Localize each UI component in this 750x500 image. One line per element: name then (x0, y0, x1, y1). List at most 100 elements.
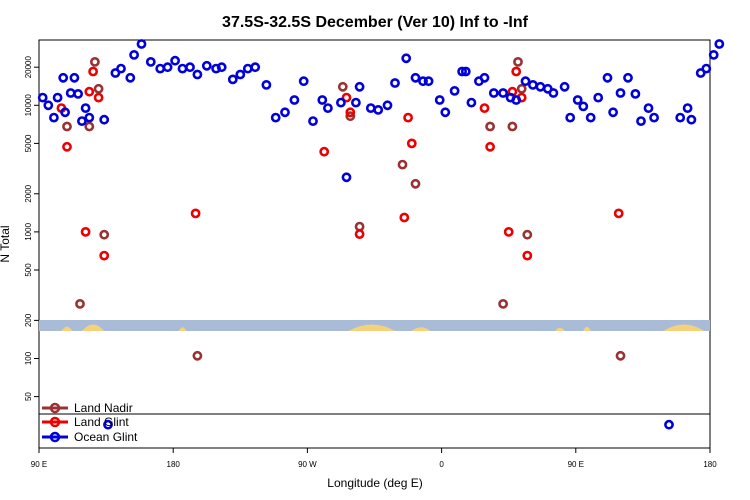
point-ocean-glint (630, 89, 641, 99)
point-ocean-glint (235, 69, 246, 80)
point-land-glint (80, 226, 91, 237)
point-land-nadir (62, 121, 72, 132)
land-patch (81, 324, 105, 331)
point-ocean-glint (615, 88, 626, 98)
point-ocean-glint (280, 107, 290, 118)
land-patch (348, 324, 396, 331)
point-ocean-glint (636, 116, 646, 126)
point-ocean-glint (559, 81, 570, 92)
point-land-glint (354, 229, 365, 239)
point-land-glint (522, 250, 533, 261)
point-ocean-glint (177, 63, 188, 74)
point-ocean-glint (682, 103, 693, 113)
point-ocean-glint (58, 72, 69, 83)
point-land-nadir (507, 121, 518, 132)
point-land-nadir (192, 350, 203, 361)
point-land-glint (341, 92, 352, 103)
y-tick-label: 5000 (24, 134, 33, 152)
point-ocean-glint (608, 107, 618, 118)
point-ocean-glint (354, 81, 365, 92)
point-ocean-glint (460, 66, 471, 77)
point-ocean-glint (535, 81, 546, 92)
point-ocean-glint (155, 63, 166, 74)
land-patch (663, 324, 705, 331)
point-ocean-glint (511, 95, 522, 105)
point-land-nadir (90, 57, 100, 67)
x-tick-label: 90 E (568, 460, 584, 469)
legend-label-land-glint: Land Glint (74, 415, 129, 429)
point-land-glint (613, 208, 624, 219)
point-land-nadir (615, 350, 626, 361)
point-ocean-glint (60, 107, 70, 118)
point-land-nadir (99, 229, 110, 240)
point-ocean-glint (418, 76, 428, 87)
data-points (37, 39, 725, 430)
point-ocean-glint (410, 72, 421, 83)
point-ocean-glint (65, 88, 76, 98)
point-ocean-glint (52, 92, 63, 103)
point-ocean-glint (623, 72, 633, 83)
y-tick-label: 50 (24, 392, 33, 401)
point-ocean-glint (69, 72, 80, 83)
point-ocean-glint (289, 95, 300, 105)
legend-label-ocean-glint: Ocean Glint (74, 430, 138, 444)
land-patch (61, 326, 73, 331)
legend-item-land-glint: Land Glint (42, 415, 129, 429)
point-ocean-glint (317, 95, 328, 105)
point-ocean-glint (261, 80, 272, 90)
point-ocean-glint (322, 103, 333, 113)
x-axis: 90 E 180 90 W 0 90 E 180 (31, 448, 717, 469)
y-tick-label: 2000 (24, 184, 33, 202)
x-tick-label: 90 W (298, 460, 317, 469)
chart-title: 37.5S-32.5S December (Ver 10) Inf to -In… (222, 14, 529, 31)
point-ocean-glint (170, 55, 180, 66)
point-ocean-glint (578, 101, 589, 112)
point-ocean-glint (298, 76, 309, 87)
point-ocean-glint (466, 97, 477, 108)
x-tick-label: 0 (439, 460, 444, 469)
point-ocean-glint (565, 112, 576, 123)
point-ocean-glint (686, 114, 697, 125)
land-patch (178, 327, 187, 331)
point-ocean-glint (77, 116, 87, 126)
y-axis: 50 100 200 500 1000 2000 5000 10000 20000 (24, 56, 39, 401)
point-ocean-glint (99, 114, 110, 125)
point-ocean-glint (593, 92, 604, 103)
point-ocean-glint (572, 95, 583, 105)
point-ocean-glint (643, 103, 654, 113)
point-ocean-glint (136, 39, 147, 49)
point-ocean-glint (548, 88, 559, 98)
point-ocean-glint (675, 112, 686, 123)
point-ocean-glint (80, 103, 91, 113)
point-ocean-glint (390, 78, 400, 88)
point-ocean-glint (423, 76, 434, 87)
point-land-glint (190, 208, 201, 219)
point-ocean-glint (125, 72, 136, 83)
point-land-nadir (513, 57, 523, 67)
point-ocean-glint (270, 112, 281, 123)
plot-frame (38, 39, 711, 449)
point-ocean-glint (382, 100, 393, 111)
point-land-nadir (354, 221, 365, 232)
point-land-glint (88, 66, 98, 77)
land-patch (555, 327, 565, 331)
point-land-glint (485, 141, 495, 152)
point-land-nadir (345, 111, 356, 122)
point-ocean-glint (192, 69, 203, 80)
x-tick-label: 180 (703, 460, 717, 469)
point-land-nadir (516, 83, 527, 94)
legend-label-land-nadir: Land Nadir (74, 401, 133, 415)
point-land-nadir (93, 83, 104, 94)
point-land-nadir (485, 121, 495, 132)
point-ocean-glint (227, 74, 238, 85)
point-ocean-glint (103, 419, 113, 430)
x-axis-label: Longitude (deg E) (327, 476, 422, 490)
legend-item-ocean-glint: Ocean Glint (42, 430, 138, 444)
y-tick-label: 1000 (24, 222, 33, 240)
point-ocean-glint (434, 95, 445, 105)
point-ocean-glint (84, 112, 95, 123)
point-land-nadir (397, 159, 408, 170)
point-ocean-glint (498, 88, 508, 98)
plot-area (38, 39, 711, 449)
point-ocean-glint (708, 50, 719, 60)
